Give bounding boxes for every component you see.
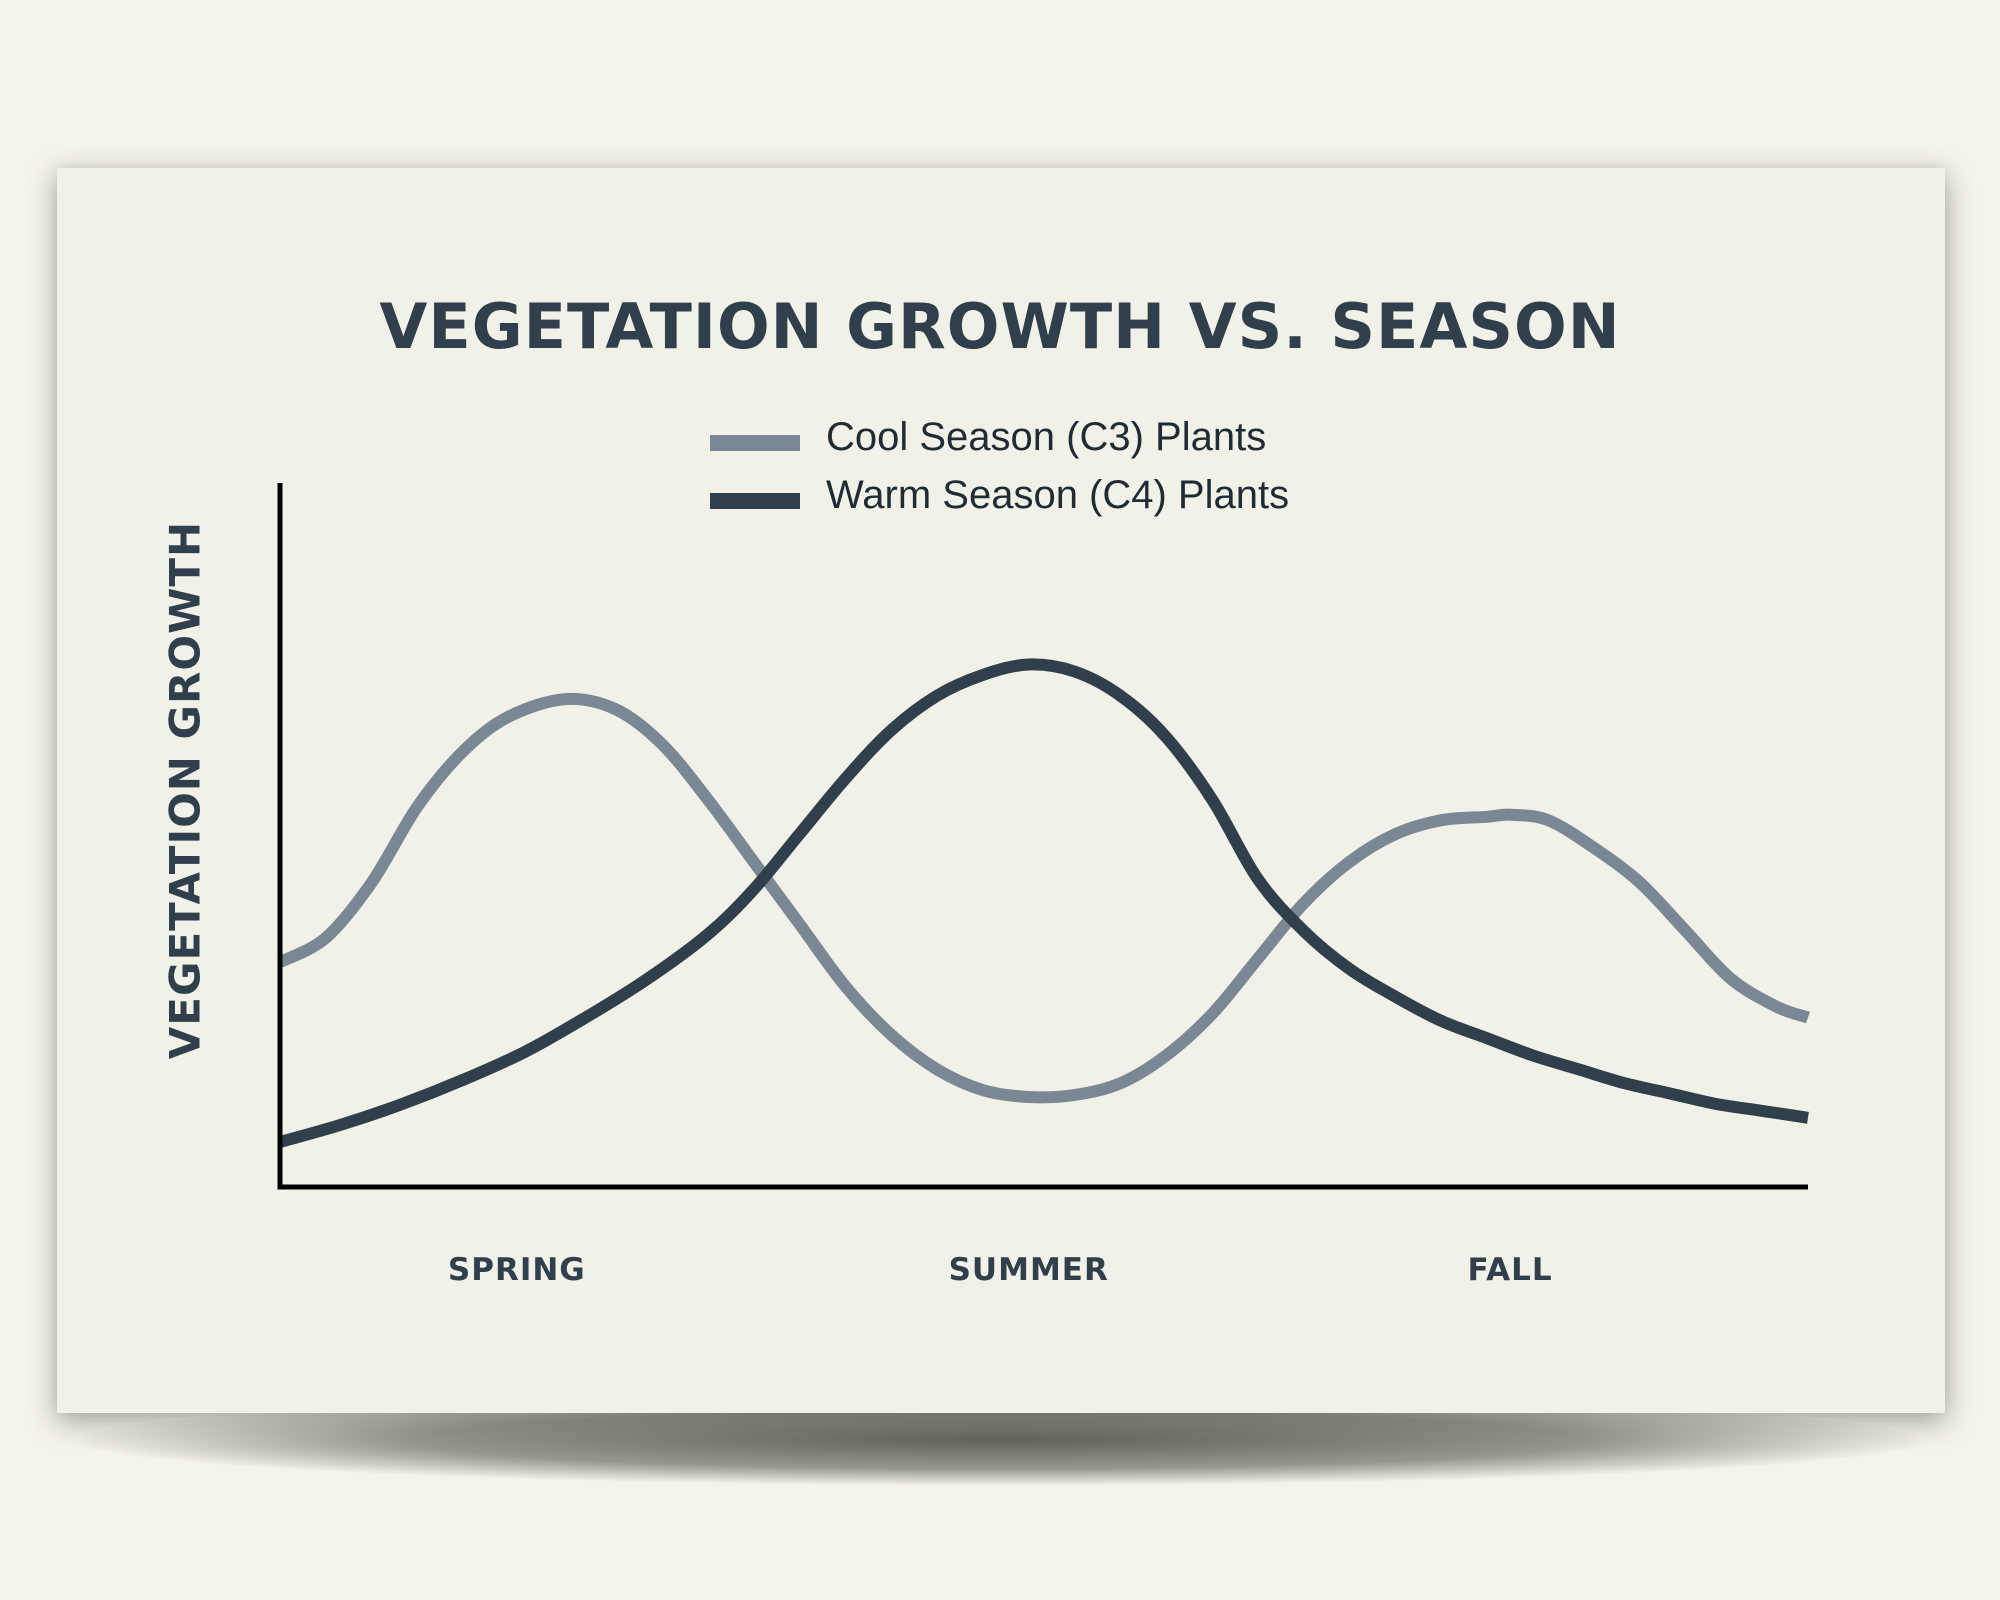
x-tick-labels: SPRING SUMMER FALL xyxy=(448,1252,1552,1288)
legend-item-cool-season: Cool Season (C3) Plants xyxy=(710,415,1410,465)
legend-item-warm-season: Warm Season (C4) Plants xyxy=(710,473,1410,523)
legend: Cool Season (C3) Plants Warm Season (C4)… xyxy=(710,415,1410,535)
series-layer xyxy=(277,658,1810,1148)
legend-swatch-warm-season xyxy=(710,493,800,509)
x-tick-label-fall: FALL xyxy=(1467,1252,1552,1288)
legend-swatch-cool-season xyxy=(710,435,800,451)
x-tick-label-spring: SPRING xyxy=(448,1252,586,1288)
chart-card xyxy=(57,168,1945,1413)
series-line-cool-season xyxy=(277,692,1810,1104)
x-tick-label-summer: SUMMER xyxy=(949,1252,1109,1288)
chart-title: VEGETATION GROWTH VS. SEASON xyxy=(379,290,1621,363)
legend-label-cool-season: Cool Season (C3) Plants xyxy=(826,415,1267,459)
series-line-warm-season xyxy=(278,658,1809,1148)
legend-label-warm-season: Warm Season (C4) Plants xyxy=(826,473,1290,517)
